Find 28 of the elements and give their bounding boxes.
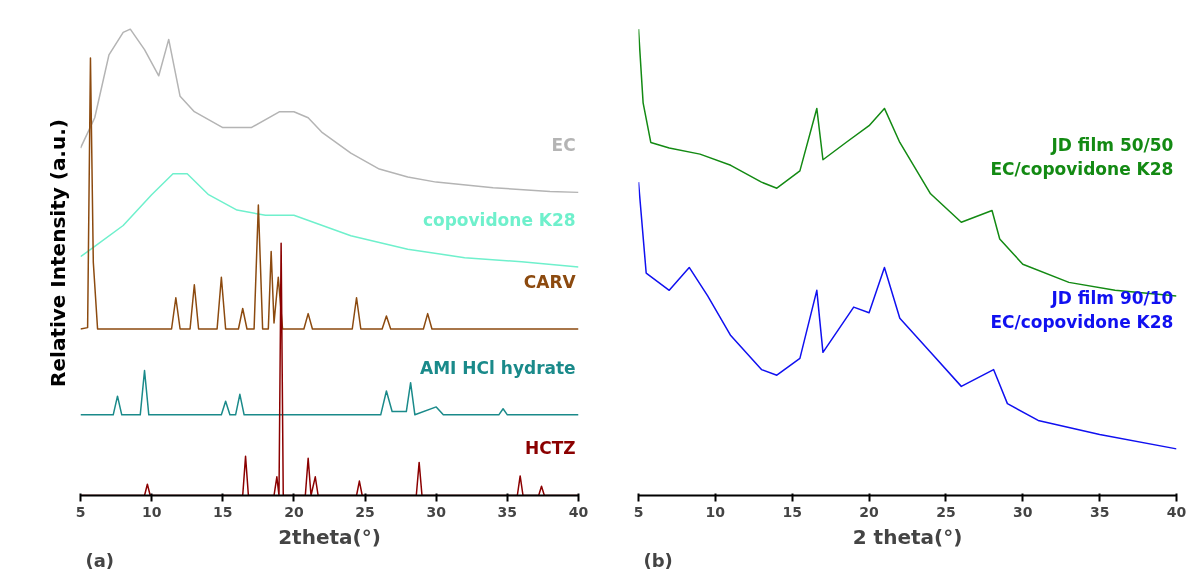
series-label: HCTZ [525,438,576,459]
x-tick-label: 40 [1166,503,1187,520]
x-tick-label: 20 [859,503,880,520]
text: CARV [523,271,577,292]
x-axis-title: 2theta(°) [278,524,381,549]
x-tick-label: 30 [1013,503,1033,520]
x-tick-label: 35 [1089,503,1110,520]
series-label: JD film 50/50 EC/copovidone K28 [990,135,1174,180]
text: JD film 90/10 EC/copovidone K28 [990,288,1174,333]
text: EC [551,135,576,156]
series-label: AMI HCl hydrate [420,357,576,378]
x-tick-label: 10 [141,503,162,520]
x-tick-label: 10 [705,503,726,520]
text: (a) [85,549,115,571]
x-tick-label: 30 [426,503,447,520]
series-label: copovidone K28 [422,209,576,230]
x-tick-label: 25 [936,503,956,520]
x-tick-label: 25 [355,503,375,520]
x-tick-label: 40 [568,503,589,520]
x-tick-label: 5 [75,503,86,520]
x-tick-label: 15 [213,503,233,520]
y-axis-title: Relative Intensity (a.u.) [45,119,70,387]
text: (b) [643,549,673,571]
x-tick-label: 20 [284,503,304,520]
x-tick-label: 35 [497,503,518,520]
x-tick-label: 15 [782,503,802,520]
x-axis-title: 2 theta(°) [852,524,963,549]
x-tick-label: 5 [633,503,644,520]
